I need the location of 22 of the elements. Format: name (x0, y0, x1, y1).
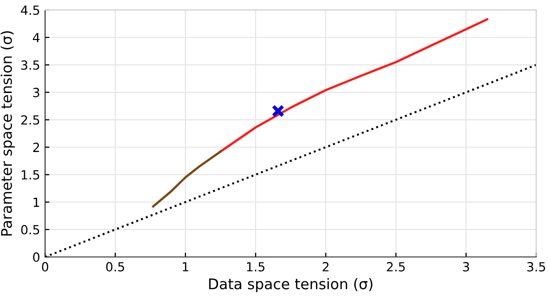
y-tick-label: 1 (34, 198, 40, 207)
y-tick-label: 0 (33, 252, 40, 262)
x-tick-label: 2.5 (386, 262, 405, 272)
line-series (152, 150, 222, 208)
x-axis-title: Data space tension (σ) (209, 278, 372, 292)
y-tick-label: 2 (33, 142, 39, 152)
x-tick-label: 0.5 (106, 262, 124, 272)
y-tick-label: 4 (32, 33, 40, 42)
line-series (219, 18, 488, 153)
y-tick-label: 3 (33, 88, 40, 98)
y-tick-label: 2.5 (21, 115, 40, 125)
y-tick-label: 0.5 (21, 224, 40, 234)
y-tick-label: 4.5 (20, 6, 40, 15)
y-tick-label: 1.5 (22, 170, 40, 180)
x-tick-label: 1 (182, 262, 188, 272)
y-tick-label: 3.5 (21, 60, 40, 70)
x-tick-label: 1.5 (247, 262, 264, 272)
x-tick-label: 3 (463, 262, 470, 272)
x-tick-label: 2 (322, 262, 328, 272)
y-axis-title: Parameter space tension (σ) (0, 31, 15, 236)
x-tick-label: 0 (42, 262, 48, 272)
x-tick-label: 3.5 (527, 262, 546, 272)
